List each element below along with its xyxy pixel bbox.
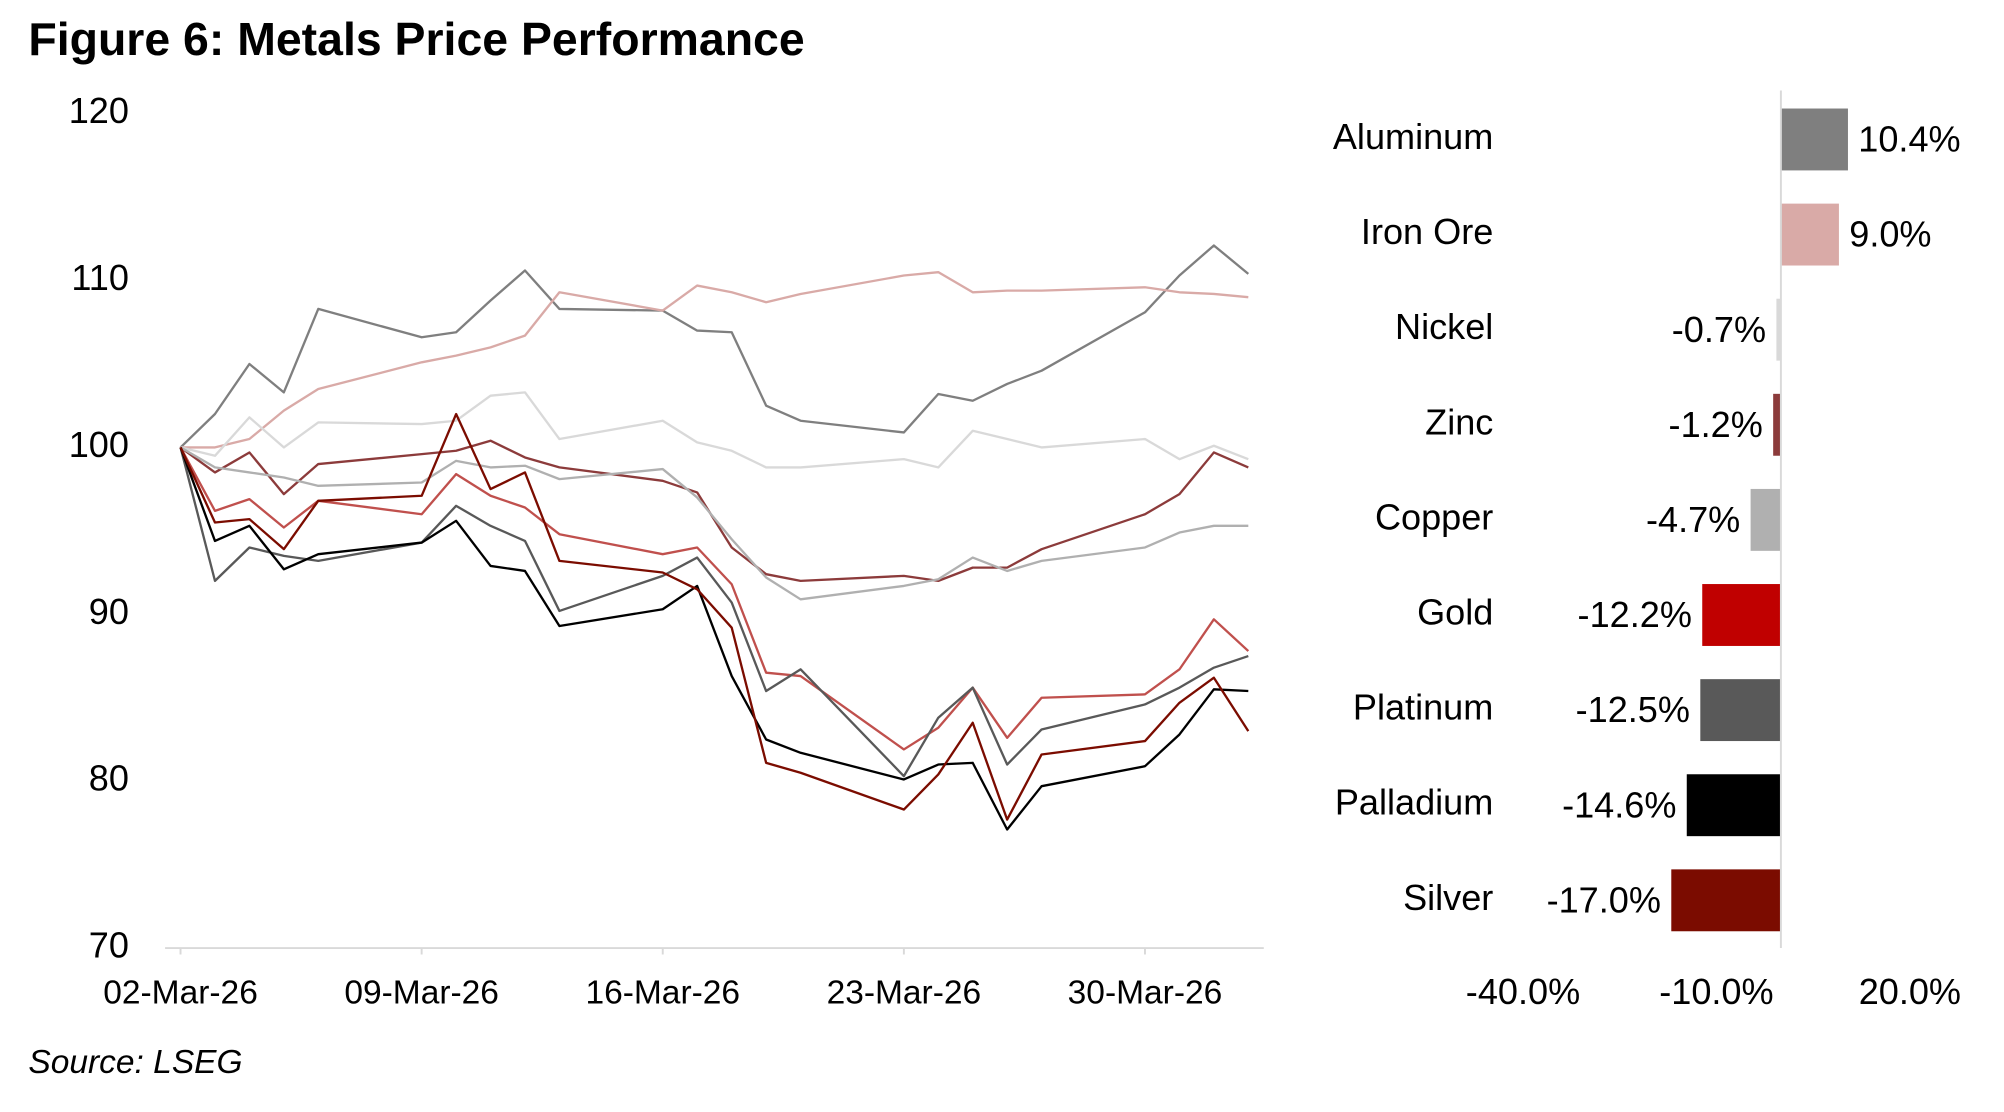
price-line bbox=[180, 271, 1249, 449]
bar bbox=[1776, 298, 1781, 361]
value-label: -0.7% bbox=[1672, 309, 1766, 350]
y-tick-label: 80 bbox=[89, 758, 129, 799]
category-label: Platinum bbox=[1353, 687, 1493, 728]
bar bbox=[1780, 203, 1839, 266]
y-tick-label: 100 bbox=[69, 424, 129, 465]
bar bbox=[1671, 869, 1781, 932]
y-tick-label: 90 bbox=[89, 591, 129, 632]
source-note: Source: LSEG bbox=[28, 1044, 242, 1081]
value-label: -4.7% bbox=[1646, 499, 1740, 540]
category-label: Zinc bbox=[1425, 401, 1493, 442]
category-label: Iron Ore bbox=[1361, 211, 1493, 252]
price-line bbox=[179, 439, 1249, 583]
value-label: 10.4% bbox=[1858, 119, 1960, 160]
value-label: 9.0% bbox=[1849, 214, 1931, 255]
bar bbox=[1702, 584, 1781, 646]
price-line bbox=[180, 391, 1249, 469]
x-tick-label: 20.0% bbox=[1859, 971, 1961, 1012]
x-tick-label: 23-Mar-26 bbox=[827, 974, 982, 1011]
x-tick-label: 30-Mar-26 bbox=[1068, 974, 1223, 1011]
category-label: Aluminum bbox=[1333, 116, 1493, 157]
bar bbox=[1700, 679, 1781, 742]
y-tick-label: 110 bbox=[71, 257, 129, 298]
x-tick-label: 09-Mar-26 bbox=[344, 974, 499, 1011]
value-label: -14.6% bbox=[1562, 784, 1676, 825]
category-label: Copper bbox=[1375, 496, 1493, 537]
value-label: -12.5% bbox=[1576, 689, 1690, 730]
x-tick-label: 16-Mar-26 bbox=[585, 974, 740, 1011]
price-line bbox=[179, 446, 1250, 751]
x-tick-label: -40.0% bbox=[1466, 971, 1580, 1012]
figure-title: Figure 6: Metals Price Performance bbox=[28, 13, 804, 65]
y-tick-label: 70 bbox=[89, 925, 129, 966]
price-line bbox=[179, 447, 1249, 778]
price-line bbox=[179, 447, 1249, 831]
x-tick-label: 02-Mar-26 bbox=[103, 974, 258, 1011]
bar bbox=[1773, 393, 1781, 456]
category-label: Silver bbox=[1403, 877, 1493, 918]
bar bbox=[1686, 774, 1781, 837]
price-line bbox=[179, 412, 1250, 821]
category-label: Nickel bbox=[1395, 306, 1493, 347]
category-label: Palladium bbox=[1335, 782, 1494, 823]
bar bbox=[1750, 488, 1781, 551]
y-tick-label: 120 bbox=[69, 90, 129, 131]
value-label: -12.2% bbox=[1578, 594, 1692, 635]
value-label: -1.2% bbox=[1669, 404, 1763, 445]
x-tick-label: -10.0% bbox=[1659, 971, 1773, 1012]
category-label: Gold bbox=[1417, 592, 1493, 633]
value-label: -17.0% bbox=[1547, 879, 1661, 920]
price-line bbox=[179, 244, 1250, 449]
price-line bbox=[179, 446, 1249, 601]
bar bbox=[1780, 108, 1848, 171]
